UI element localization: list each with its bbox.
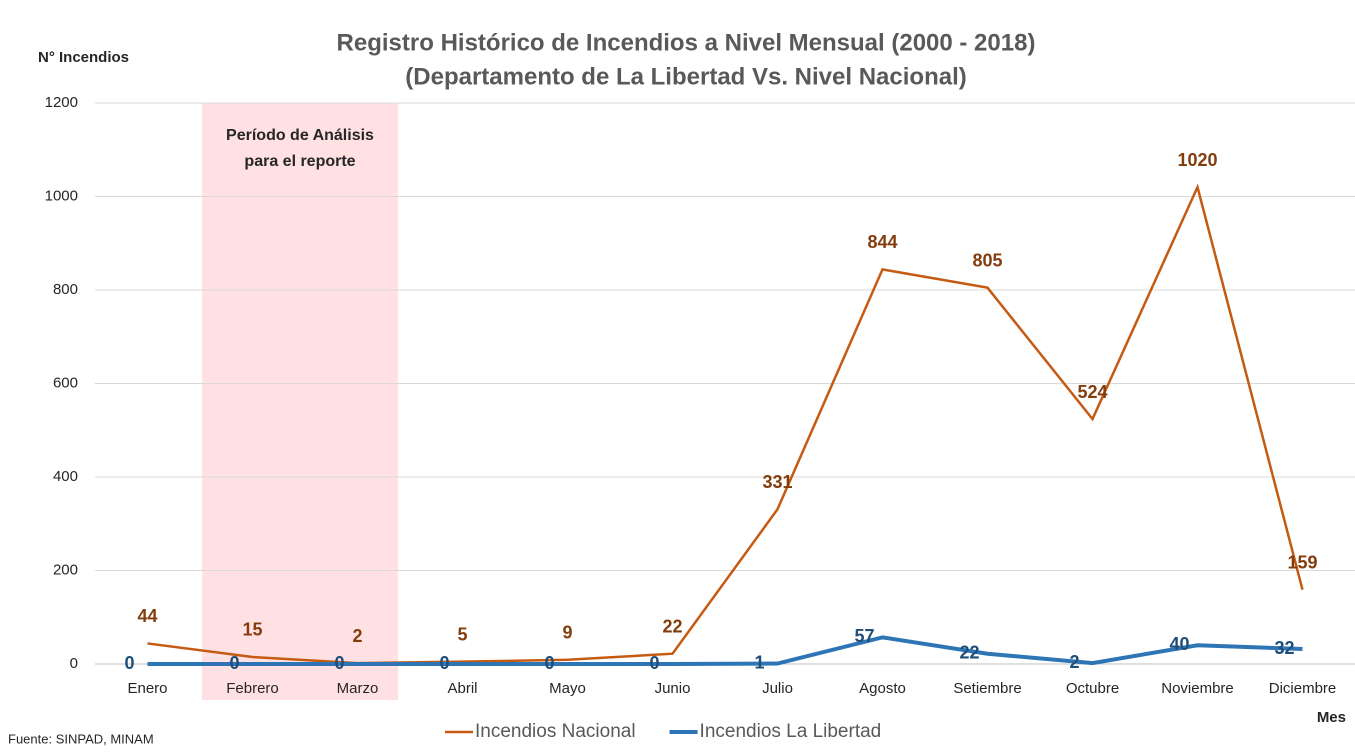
data-label: 32: [1274, 638, 1294, 658]
data-label: 22: [662, 616, 682, 636]
data-label: 805: [972, 250, 1002, 270]
x-tick-label: Octubre: [1066, 680, 1119, 697]
x-tick-label: Julio: [762, 680, 793, 697]
x-tick-label: Enero: [127, 680, 167, 697]
data-label: 844: [867, 232, 897, 252]
data-label: 159: [1287, 552, 1317, 572]
data-label: 22: [959, 642, 979, 662]
y-tick-label: 400: [53, 468, 78, 485]
data-label: 2: [1069, 652, 1079, 672]
data-label: 5: [457, 624, 467, 644]
x-tick-label: Febrero: [226, 680, 279, 697]
data-label: 2: [352, 626, 362, 646]
y-tick-label: 200: [53, 561, 78, 578]
x-tick-label: Junio: [655, 680, 691, 697]
series-line: [147, 635, 1303, 666]
data-label: 0: [649, 653, 659, 673]
x-axis-label: Mes: [1317, 709, 1346, 726]
legend-label: Incendios Nacional: [475, 721, 636, 742]
y-tick-label: 600: [53, 374, 78, 391]
x-tick-label: Noviembre: [1161, 680, 1234, 697]
x-tick-label: Marzo: [337, 680, 379, 697]
source-note: Fuente: SINPAD, MINAM: [8, 731, 154, 746]
data-label: 0: [334, 653, 344, 673]
y-tick-label: 1000: [45, 187, 78, 204]
y-tick-label: 1200: [45, 94, 78, 111]
x-tick-label: Mayo: [549, 680, 586, 697]
y-axis-label: N° Incendios: [38, 49, 129, 66]
data-label: 44: [137, 606, 157, 626]
y-tick-label: 800: [53, 281, 78, 298]
data-label: 0: [439, 653, 449, 673]
legend-label: Incendios La Libertad: [700, 721, 882, 742]
annotation: para el reporte: [244, 153, 355, 170]
annotation: Período de Análisis: [226, 127, 374, 144]
data-label: 0: [124, 653, 134, 673]
x-tick-label: Setiembre: [953, 680, 1021, 697]
data-label: 40: [1169, 634, 1189, 654]
analysis-period-band: [202, 103, 398, 700]
x-tick-label: Diciembre: [1269, 680, 1337, 697]
data-label: 57: [854, 626, 874, 646]
x-tick-label: Abril: [447, 680, 477, 697]
data-label: 0: [544, 653, 554, 673]
data-label: 331: [762, 472, 792, 492]
data-label: 9: [562, 623, 572, 643]
data-label: 15: [242, 620, 262, 640]
y-tick-label: 0: [70, 655, 78, 672]
chart-subtitle: (Departamento de La Libertad Vs. Nivel N…: [405, 63, 966, 90]
data-label: 1: [754, 652, 764, 672]
data-label: 524: [1077, 382, 1107, 402]
data-label: 0: [229, 653, 239, 673]
chart-title: Registro Histórico de Incendios a Nivel …: [337, 29, 1036, 56]
data-label: 1020: [1177, 150, 1217, 170]
x-tick-label: Agosto: [859, 680, 906, 697]
